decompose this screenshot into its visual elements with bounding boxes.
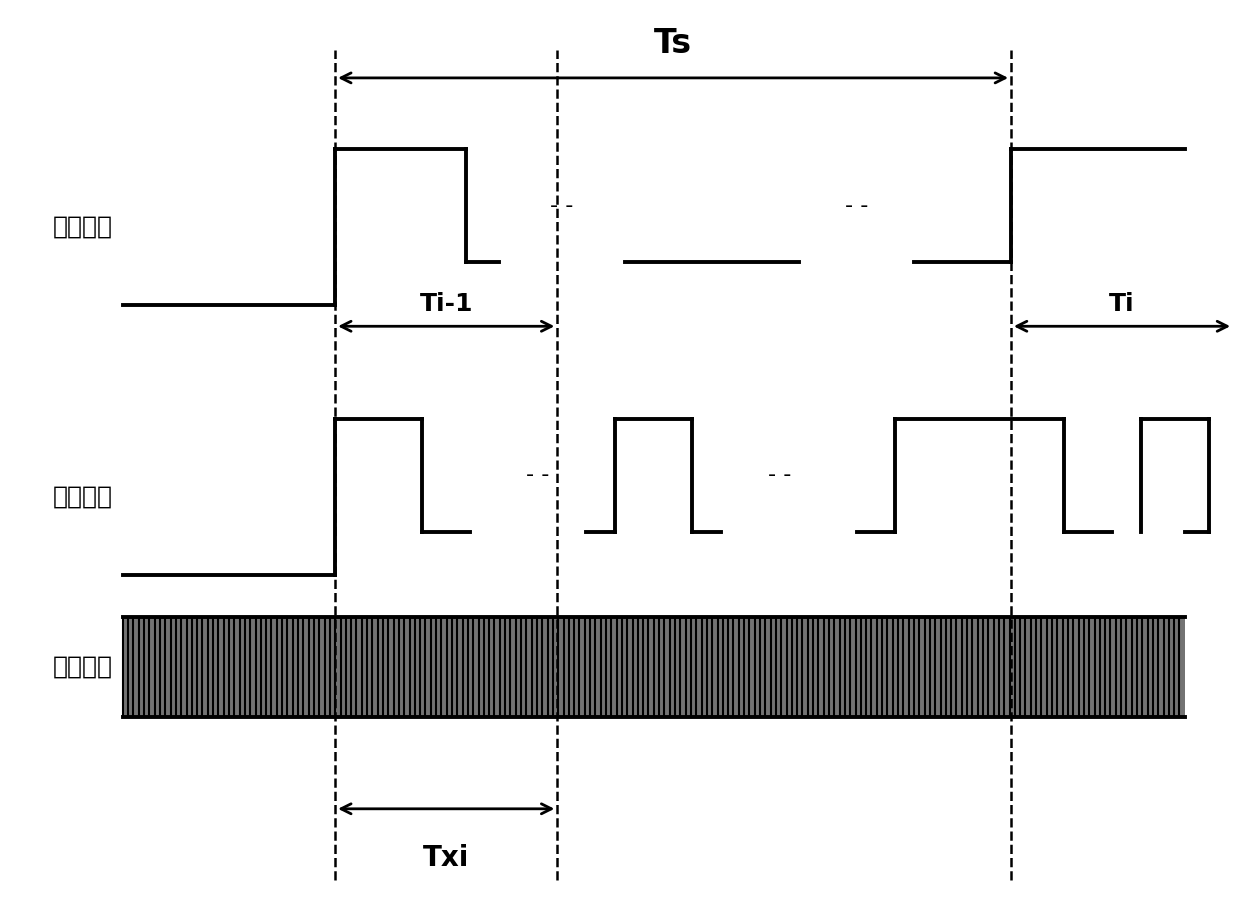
Text: Ts: Ts	[653, 27, 692, 60]
Text: 高频脉冲: 高频脉冲	[53, 655, 113, 679]
Text: - -: - -	[844, 195, 868, 215]
Text: - -: - -	[526, 465, 549, 485]
Text: - -: - -	[551, 195, 574, 215]
Text: Ti-1: Ti-1	[419, 291, 472, 316]
Text: Txi: Txi	[423, 844, 470, 873]
Text: - -: - -	[768, 465, 791, 485]
Text: 待测信号: 待测信号	[53, 485, 113, 508]
Text: Ti: Ti	[1110, 291, 1135, 316]
Text: 采样闸门: 采样闸门	[53, 215, 113, 239]
Bar	[123, 617, 1184, 716]
